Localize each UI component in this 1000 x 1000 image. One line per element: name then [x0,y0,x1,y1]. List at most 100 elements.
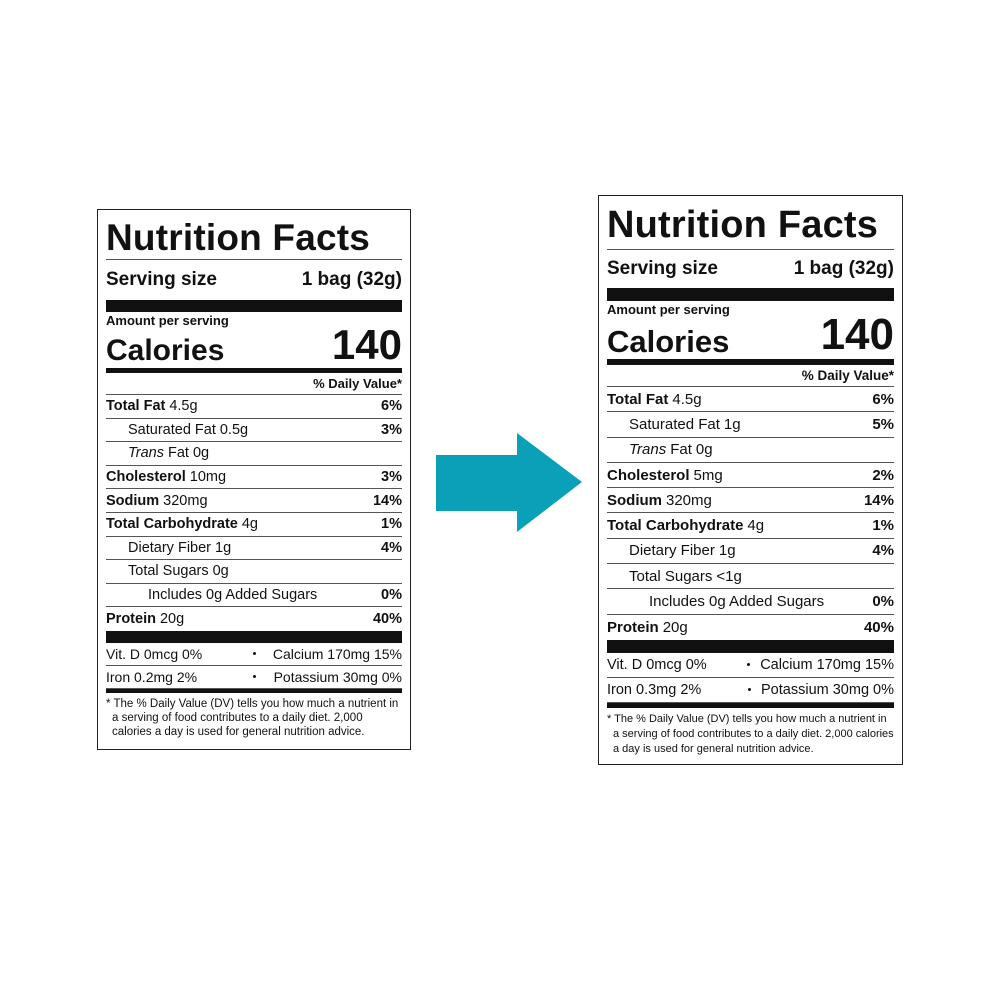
thick-bar [607,288,894,301]
nutrient-amount: 5mg [693,466,723,484]
nutrient-left: Sodium 320mg [607,492,712,509]
nutrient-amount: 4.5g [672,390,702,408]
nutrient-amount: <1g [716,567,742,585]
nutrient-name: Total Fat [106,398,166,415]
medium-bar [607,702,894,708]
nutrient-left: Includes 0g Added Sugars [148,587,321,603]
nutrient-dv: 14% [863,491,894,509]
nutrient-left: Total Sugars <1g [629,568,742,585]
nutrient-left: Dietary Fiber 1g [128,540,231,556]
thick-bar [607,639,894,653]
medium-bar [106,368,402,373]
footnote: * The % Daily Value (DV) tells you how m… [607,712,894,755]
nutrient-row: Trans Fat 0g [607,438,894,463]
nutrient-row: Protein 20g 40% [607,615,894,640]
arrow [436,433,582,532]
nutrient-dv: 0% [381,587,402,604]
nutrient-name: Sodium [106,492,160,509]
nutrient-amount: 1g [215,539,232,556]
nutrient-amount: 0.5g [219,421,249,438]
footnote: * The % Daily Value (DV) tells you how m… [106,697,399,738]
nutrient-left: Protein 20g [106,611,184,627]
vitamin-row: Vit. D 0mcg 0% Calcium 170mg 15% [607,653,894,678]
vitamin-row: Iron 0.2mg 2% Potassium 30mg 0% [106,666,402,689]
dv-header: % Daily Value* [106,373,402,395]
nutrient-row: Cholesterol 10mg 3% [106,466,402,490]
nutrient-amount: 1g [723,415,741,433]
nutrient-amount: 20g [662,618,688,636]
nutrient-dv: 4% [872,542,894,560]
bullet [252,652,256,656]
dv-header-text: % Daily Value* [801,368,894,383]
nutrient-name: Saturated Fat [128,421,216,438]
vitamin-right: Calcium 170mg 15% [272,645,402,662]
nutrient-amount: 0g [212,563,229,580]
dv-header-text: % Daily Value* [313,376,402,391]
nutrient-row: Protein 20g 40% [106,607,402,631]
nutrient-dv: 6% [872,390,894,408]
nutrient-name: Dietary Fiber [629,542,715,560]
nutrient-left: Trans Fat 0g [128,445,209,461]
serving-value: 1 bag (32g) [793,258,894,279]
serving-value: 1 bag (32g) [301,269,402,290]
nutrient-dv: 2% [872,466,894,484]
nutrient-row: Total Carbohydrate 4g 1% [607,513,894,539]
nutrient-name: Cholesterol [106,469,186,486]
bullet [747,663,751,667]
thick-bar [106,300,402,312]
nutrient-dv: 3% [381,469,402,486]
nutrient-dv: 6% [381,398,402,415]
calories-value: 140 [820,310,894,359]
nutrition-label: Nutrition Facts Serving size 1 bag (32g) Am… [598,195,903,765]
nutrient-left: Trans Fat 0g [629,441,713,458]
nutrient-row: Saturated Fat 0.5g 3% [106,419,402,443]
nutrient-row: Includes 0g Added Sugars 0% [106,584,402,608]
serving-size: Serving size 1 bag (32g) [607,250,894,288]
nutrient-name: Includes 0g Added Sugars [148,587,318,604]
nutrient-amount: 320mg [163,492,208,509]
nutrient-dv: 3% [381,421,402,438]
nutrient-left: Saturated Fat 0.5g [128,422,248,438]
nutrient-left: Total Carbohydrate 4g [106,516,258,532]
label-title: Nutrition Facts [607,202,894,250]
nutrient-left: Total Sugars 0g [128,563,229,579]
calories: Calories 140 [607,313,894,359]
nutrient-amount: 10mg [189,469,227,486]
nutrient-row: Total Sugars 0g [106,560,402,584]
nutrient-left: Total Fat 4.5g [607,391,702,408]
nutrient-amount: 4g [747,517,765,535]
nutrient-left: Total Carbohydrate 4g [607,517,764,534]
nutrition-label: Nutrition Facts Serving size 1 bag (32g) Am… [97,209,411,750]
nutrient-dv: 4% [381,539,402,556]
medium-bar [106,688,402,693]
nutrient-row: Dietary Fiber 1g 4% [607,539,894,565]
nutrient-left: Saturated Fat 1g [629,416,741,433]
nutrient-amount: 0g [192,445,210,462]
nutrient-name: Protein [607,618,659,636]
nutrient-row: Sodium 320mg 14% [106,489,402,513]
nutrient-name: Fat [670,441,692,459]
nutrient-name: Protein [106,611,156,628]
nutrient-row: Trans Fat 0g [106,442,402,466]
nutrient-dv: 14% [372,492,402,509]
nutrient-row: Total Sugars <1g [607,564,894,590]
nutrient-left: Sodium 320mg [106,493,208,509]
bullet [748,688,752,692]
calories-label: Calories [607,324,730,359]
nutrient-dv: 0% [872,593,894,611]
vitamin-right: Potassium 30mg 0% [273,668,402,685]
serving-label: Serving size [607,258,718,279]
medium-bar [607,359,894,365]
vitamin-row: Iron 0.3mg 2% Potassium 30mg 0% [607,678,894,703]
nutrient-row: Saturated Fat 1g 5% [607,412,894,438]
nutrient-left: Cholesterol 5mg [607,467,723,484]
label-title: Nutrition Facts [106,216,402,260]
nutrient-dv: 1% [381,516,402,533]
vitamin-right: Potassium 30mg 0% [761,681,894,698]
nutrient-name-italic: Trans [629,441,667,459]
vitamin-left: Iron 0.3mg 2% [607,681,702,698]
nutrient-row: Sodium 320mg 14% [607,488,894,514]
nutrient-dv: 5% [872,415,894,433]
